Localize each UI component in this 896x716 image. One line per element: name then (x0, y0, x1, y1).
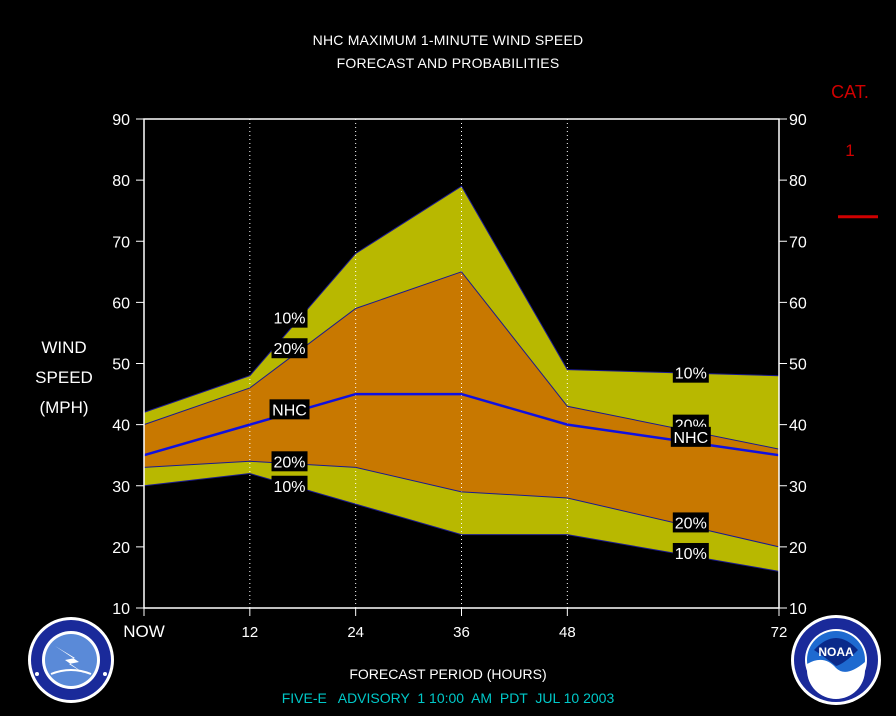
series-label-9: 10% (675, 546, 707, 563)
series-label-5: 10% (675, 366, 707, 383)
y-tick-label-left-10: 10 (112, 601, 130, 618)
y-axis-label-1: WIND (41, 338, 87, 357)
axes: 10 10 20 20 30 30 40 40 50 50 60 60 70 70 80 80 90 90 NOW 1… (112, 112, 807, 641)
series-line-0 (143, 185, 780, 413)
series-line-nhc (143, 392, 780, 457)
series-label-0: 10% (274, 311, 306, 328)
chart-title: NHC MAXIMUM 1-MINUTE WIND SPEED (312, 32, 584, 48)
y-tick-label-right-50: 50 (789, 357, 807, 374)
series-line-3 (143, 460, 780, 548)
y-tick-label-left-50: 50 (112, 357, 130, 374)
y-tick-label-right-30: 30 (789, 479, 807, 496)
y-tick-label-left-20: 20 (112, 540, 130, 557)
y-tick-label-left-90: 90 (112, 112, 130, 129)
y-tick-label-right-80: 80 (789, 173, 807, 190)
y-tick-label-right-60: 60 (789, 295, 807, 312)
y-tick-label-left-40: 40 (112, 418, 130, 435)
series-label-1: 20% (274, 341, 306, 358)
noaa-logo: NOAA (791, 615, 881, 705)
y-axis-label-3: (MPH) (39, 398, 89, 417)
series-label-4: 10% (274, 479, 306, 496)
series-label-box-0 (271, 307, 308, 328)
grid-lines (249, 119, 568, 608)
category-header: CAT. (831, 82, 869, 102)
x-tick-label-36: 36 (453, 624, 470, 641)
series-label-2: NHC (272, 402, 307, 419)
y-tick-label-right-70: 70 (789, 234, 807, 251)
x-tick-label-12: 12 (241, 624, 258, 641)
series-lines (143, 185, 780, 572)
series-label-box-1 (271, 338, 308, 359)
y-tick-label-left-60: 60 (112, 295, 130, 312)
series-label-8: 20% (675, 515, 707, 532)
series-label-box-2 (269, 399, 310, 420)
y-tick-label-right-20: 20 (789, 540, 807, 557)
band-20-percent (144, 271, 779, 547)
x-axis-label: FORECAST PERIOD (HOURS) (349, 666, 547, 682)
series-label-box-5 (672, 362, 709, 383)
category-label: 1 (845, 141, 855, 160)
series-label-box-9 (672, 542, 709, 563)
series-label-box-8 (672, 512, 709, 533)
svg-text:NOAA: NOAA (818, 645, 854, 659)
x-tick-label-48: 48 (559, 624, 576, 641)
series-line-1 (143, 271, 780, 450)
x-tick-label-24: 24 (347, 624, 364, 641)
y-tick-label-left-70: 70 (112, 234, 130, 251)
nws-logo (28, 617, 114, 703)
probability-bands (144, 186, 779, 572)
chart-subtitle: FORECAST AND PROBABILITIES (336, 55, 560, 71)
series-label-3: 20% (274, 454, 306, 471)
advisory-footer: FIVE-E ADVISORY 1 10:00 AM PDT JUL 10 20… (281, 690, 615, 706)
y-tick-label-right-10: 10 (789, 601, 807, 618)
series-label-box-4 (271, 475, 308, 496)
y-axis-label-2: SPEED (35, 368, 93, 387)
y-tick-label-left-30: 30 (112, 479, 130, 496)
y-tick-label-right-40: 40 (789, 418, 807, 435)
series-label-box-3 (271, 451, 308, 472)
x-tick-label-72: 72 (771, 624, 788, 641)
y-tick-label-right-90: 90 (789, 112, 807, 129)
series-label-7: NHC (673, 430, 708, 447)
x-tick-label-0: NOW (123, 622, 165, 641)
series-line-4 (143, 473, 780, 572)
series-label-box-7 (670, 426, 711, 447)
y-tick-label-left-80: 80 (112, 173, 130, 190)
